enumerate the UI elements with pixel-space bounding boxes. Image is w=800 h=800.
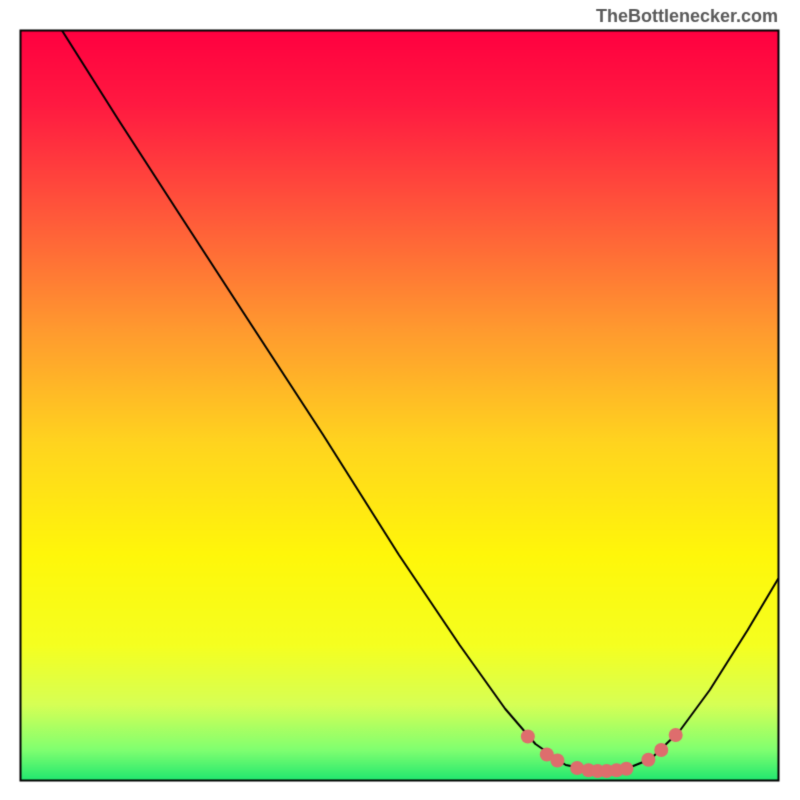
- bottleneck-chart-canvas: [0, 0, 800, 800]
